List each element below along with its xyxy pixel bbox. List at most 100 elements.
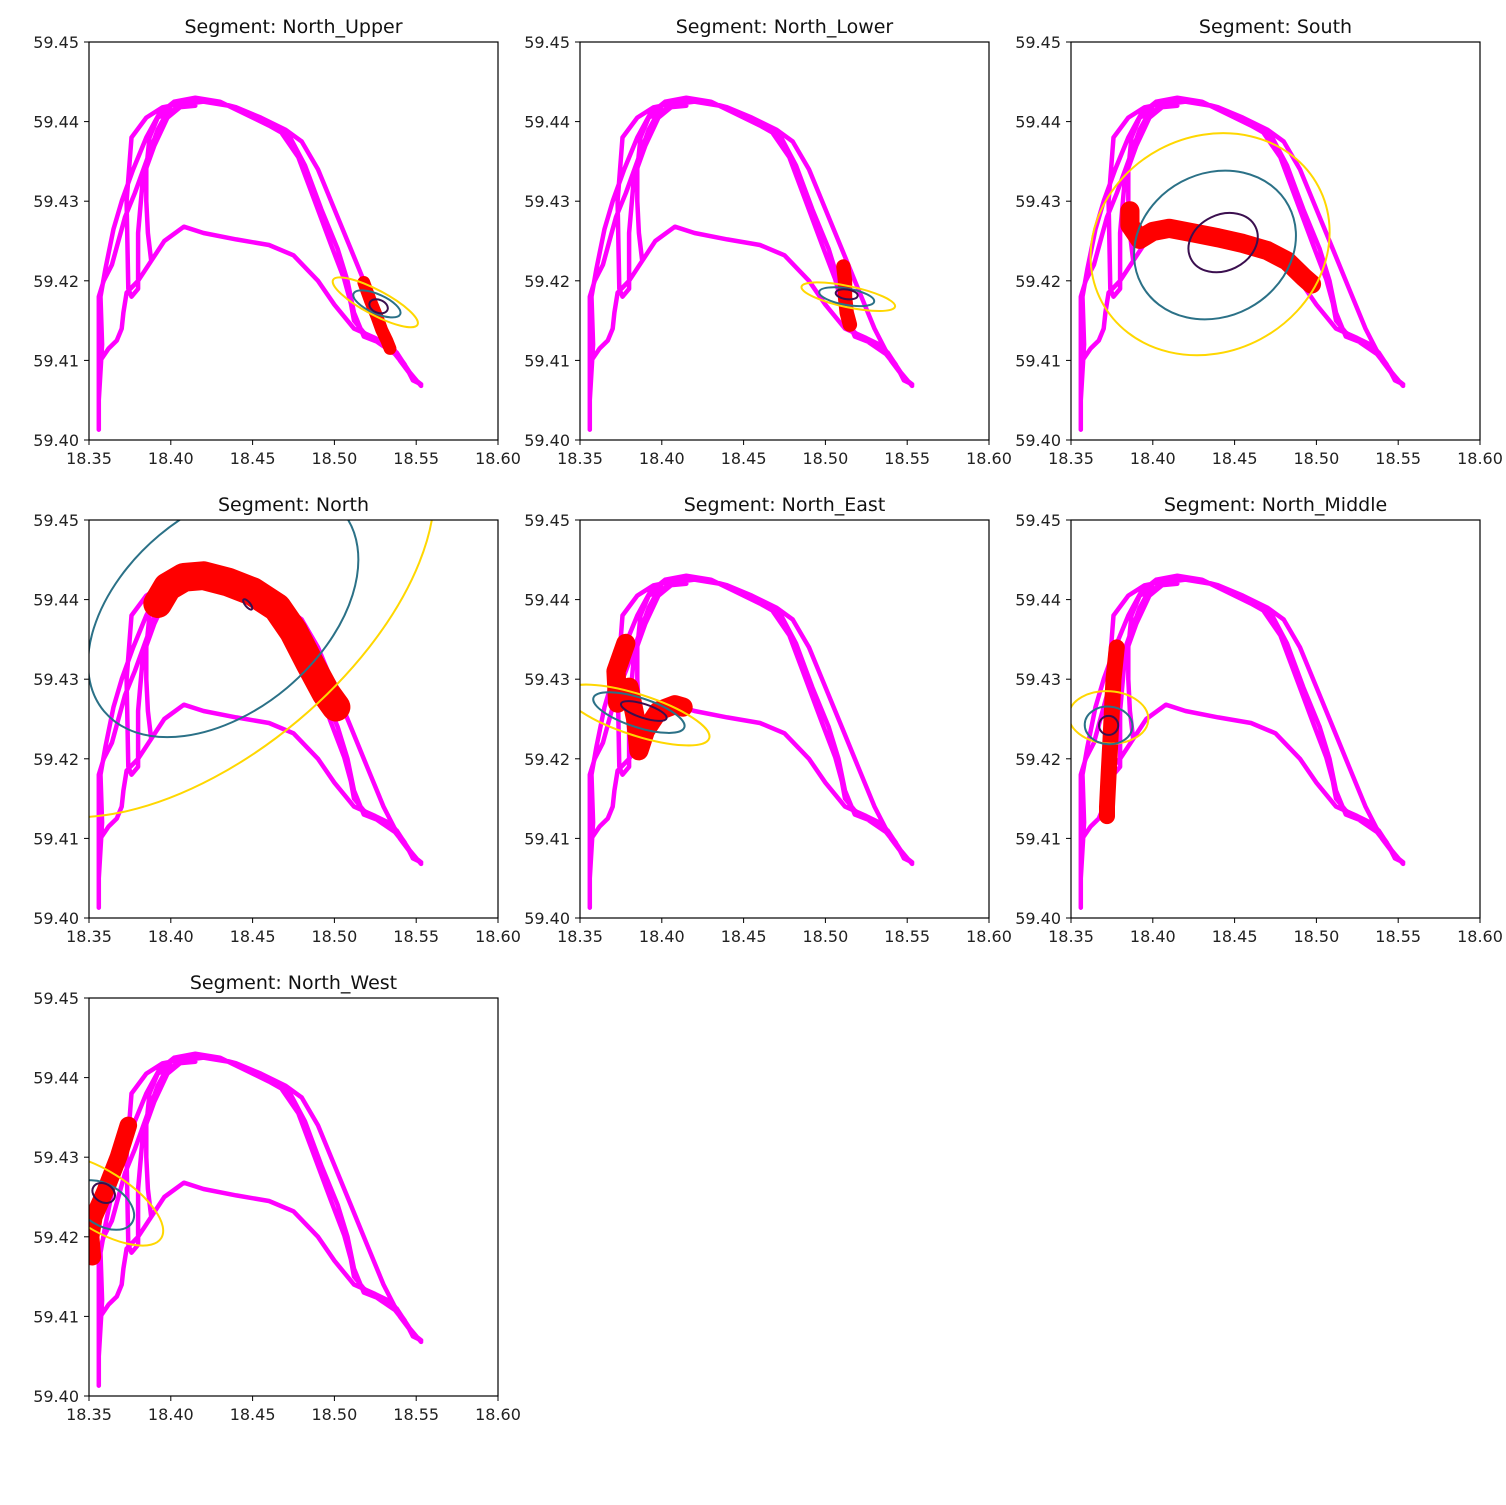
x-tick-label: 18.35 (66, 927, 112, 946)
panel-title: Segment: North_Upper (184, 16, 402, 38)
x-tick-label: 18.50 (311, 449, 357, 468)
x-tick-label: 18.35 (1048, 927, 1094, 946)
x-tick-label: 18.55 (1375, 449, 1421, 468)
track-line (1078, 95, 1406, 432)
plot-area (580, 573, 915, 910)
x-tick-label: 18.45 (721, 449, 767, 468)
panel-title: Segment: North_West (190, 972, 397, 994)
x-tick-label: 18.60 (1457, 927, 1503, 946)
y-tick-label: 59.45 (1015, 33, 1061, 52)
y-tick-label: 59.40 (33, 1387, 79, 1406)
panel-1: Segment: North_Upper 18.35 18.40 18.45 18.50… (33, 16, 521, 468)
y-tick-label: 59.40 (33, 909, 79, 928)
y-tick-label: 59.43 (1015, 670, 1061, 689)
x-tick-label: 18.35 (66, 1405, 112, 1424)
x-tick-label: 18.55 (393, 927, 439, 946)
ellipse-inner (91, 1182, 116, 1204)
y-tick-label: 59.42 (33, 750, 79, 769)
segment-highlight (836, 259, 858, 332)
x-tick-label: 18.55 (884, 449, 930, 468)
ellipse-middle (592, 691, 686, 734)
axes-frame (88, 519, 499, 919)
y-tick-label: 59.43 (33, 1148, 79, 1167)
x-tick-label: 18.50 (1293, 927, 1339, 946)
panel-5: Segment: North_East 18.35 18.40 18.45 18.50 1… (524, 494, 1012, 946)
y-tick-label: 59.43 (33, 670, 79, 689)
axes-frame (1070, 41, 1481, 441)
y-tick-label: 59.45 (33, 989, 79, 1008)
panel-title: Segment: North_Middle (1164, 494, 1387, 516)
y-tick-label: 59.43 (524, 192, 570, 211)
y-tick-label: 59.43 (524, 670, 570, 689)
x-tick-label: 18.55 (393, 449, 439, 468)
y-tick-label: 59.44 (524, 113, 570, 132)
y-tick-label: 59.44 (33, 113, 79, 132)
y-tick-label: 59.40 (33, 431, 79, 450)
x-tick-label: 18.60 (475, 927, 521, 946)
y-tick-label: 59.40 (1015, 431, 1061, 450)
panel-title: Segment: North_East (684, 494, 886, 516)
x-tick-label: 18.45 (230, 1405, 276, 1424)
x-tick-label: 18.35 (66, 449, 112, 468)
x-tick-label: 18.40 (1130, 927, 1176, 946)
ellipse-middle (1083, 705, 1134, 746)
ellipse-outer (89, 520, 436, 819)
y-tick-label: 59.42 (33, 1228, 79, 1247)
ellipse-outer (800, 281, 897, 312)
x-tick-label: 18.50 (311, 1405, 357, 1424)
x-tick-label: 18.60 (966, 449, 1012, 468)
x-tick-label: 18.40 (639, 927, 685, 946)
panel-2: Segment: North_Lower 18.35 18.40 18.45 18.50… (524, 16, 1012, 468)
y-tick-label: 59.44 (524, 591, 570, 610)
x-tick-label: 18.35 (1048, 449, 1094, 468)
axes-frame (579, 519, 990, 919)
x-tick-label: 18.45 (1212, 927, 1258, 946)
y-tick-label: 59.45 (33, 511, 79, 530)
panel-title: Segment: South (1199, 16, 1352, 38)
x-tick-label: 18.40 (148, 449, 194, 468)
y-tick-label: 59.45 (33, 33, 79, 52)
x-tick-label: 18.45 (1212, 449, 1258, 468)
y-tick-label: 59.40 (1015, 909, 1061, 928)
track-line (96, 95, 424, 432)
plot-area (1078, 95, 1406, 432)
ellipse-inner (834, 288, 859, 301)
track-line (96, 573, 424, 910)
y-tick-label: 59.44 (1015, 113, 1061, 132)
plot-area (1071, 573, 1406, 910)
ellipse-inner (242, 598, 254, 611)
y-tick-label: 59.41 (524, 829, 570, 848)
x-tick-label: 18.35 (557, 449, 603, 468)
y-tick-label: 59.45 (524, 33, 570, 52)
segment-highlight (89, 1116, 138, 1266)
x-tick-label: 18.60 (475, 1405, 521, 1424)
segment-highlight (143, 561, 351, 722)
ellipse-middle (89, 1179, 136, 1231)
plot-area (89, 1051, 424, 1388)
axes-frame (88, 41, 499, 441)
ellipse-middle (89, 520, 360, 739)
y-tick-label: 59.44 (1015, 591, 1061, 610)
panel-4: Segment: North 18.35 18.40 18.45 18.50 18.55 1… (33, 494, 521, 946)
x-tick-label: 18.40 (639, 449, 685, 468)
ellipse-middle (1133, 169, 1297, 321)
panel-title: Segment: North (218, 494, 369, 516)
ellipse-outer (1089, 132, 1331, 357)
panels-layer: Segment: North_Upper 18.35 18.40 18.45 18.50… (33, 16, 1503, 1424)
x-tick-label: 18.60 (966, 927, 1012, 946)
ellipse-inner (619, 700, 668, 722)
y-tick-label: 59.41 (1015, 829, 1061, 848)
y-tick-label: 59.42 (1015, 272, 1061, 291)
y-tick-label: 59.43 (33, 192, 79, 211)
x-tick-label: 18.40 (148, 1405, 194, 1424)
y-tick-label: 59.42 (1015, 750, 1061, 769)
plot-area (96, 95, 424, 432)
x-tick-label: 18.35 (557, 927, 603, 946)
axes-frame (579, 41, 990, 441)
ellipse-inner (368, 298, 389, 315)
ellipse-middle (352, 289, 402, 319)
y-tick-label: 59.40 (524, 909, 570, 928)
y-tick-label: 59.40 (524, 431, 570, 450)
track-line (96, 1051, 424, 1388)
